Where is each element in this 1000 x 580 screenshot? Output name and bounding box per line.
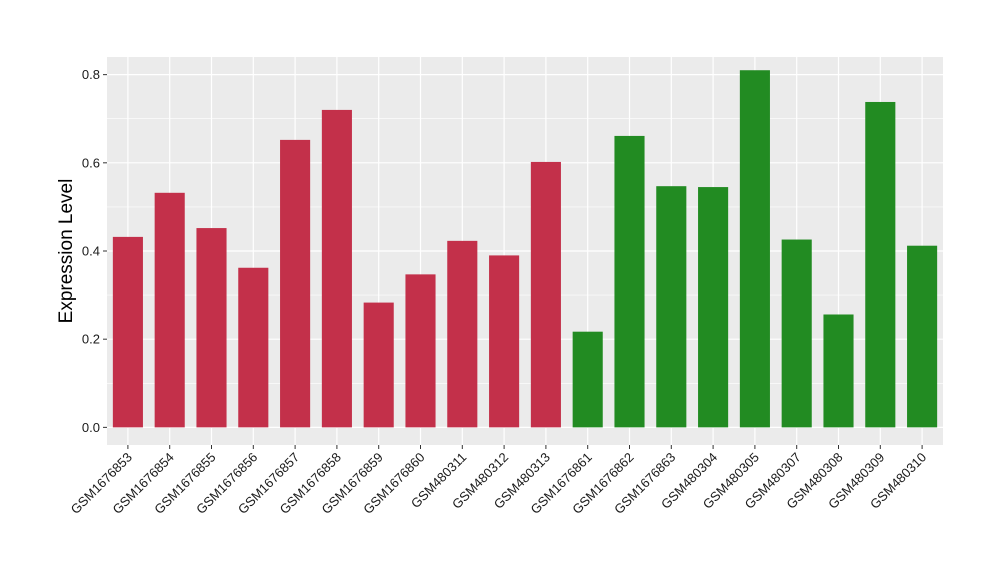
bar [572,331,603,428]
bar [781,239,812,428]
y-tick-label: 0.8 [82,67,100,82]
bar [823,314,854,428]
bar [614,135,645,428]
bar [865,101,896,428]
bar [698,187,729,428]
x-axis: GSM1676853GSM1676854GSM1676855GSM1676856… [68,445,929,517]
bar [489,255,520,428]
y-tick-label: 0.0 [82,420,100,435]
bar [154,192,185,428]
y-tick-label: 0.2 [82,332,100,347]
bar [907,245,938,428]
bar [321,109,352,428]
bar [363,302,394,428]
y-tick-label: 0.6 [82,155,100,170]
bar [196,228,227,428]
bar [530,161,561,428]
bar [739,70,770,428]
y-tick-label: 0.4 [82,244,100,259]
bars [112,70,938,428]
y-axis: 0.0 0.2 0.4 0.6 0.8 [82,67,107,435]
bar [112,236,143,428]
bar [280,139,311,428]
bar [447,240,478,428]
y-axis-title: Expression Level [56,179,77,324]
bar [405,274,436,428]
bar [238,267,269,428]
bar [656,186,687,428]
